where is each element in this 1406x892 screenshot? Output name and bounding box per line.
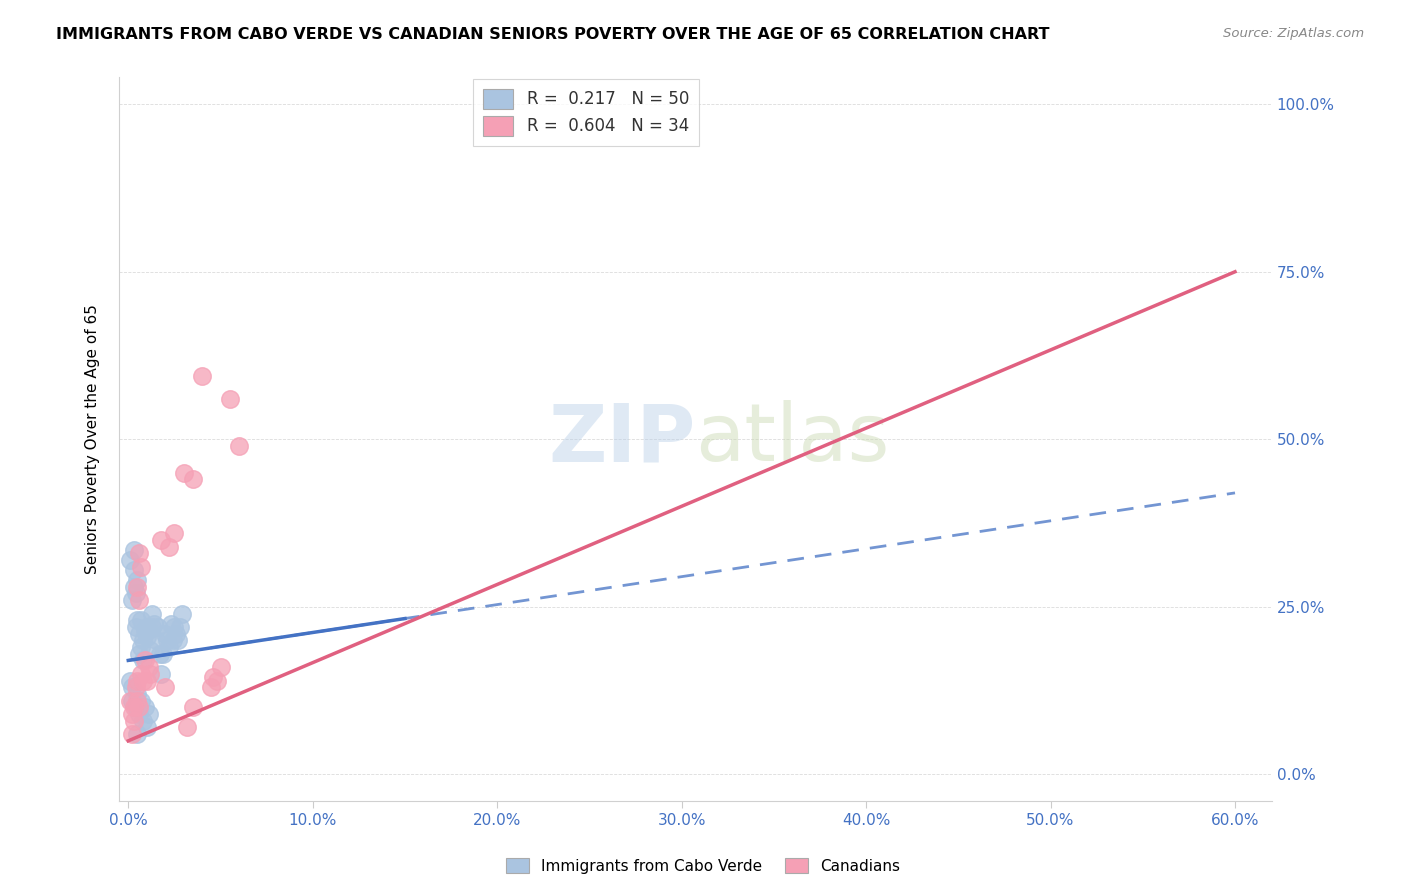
Point — [121, 706, 143, 721]
Point — [181, 473, 204, 487]
Point — [124, 620, 146, 634]
Point — [138, 706, 160, 721]
Point — [121, 593, 143, 607]
Point — [143, 616, 166, 631]
Point — [138, 624, 160, 638]
Point — [205, 673, 228, 688]
Point — [157, 640, 180, 654]
Point — [128, 546, 150, 560]
Point — [176, 720, 198, 734]
Point — [122, 700, 145, 714]
Point — [163, 620, 186, 634]
Point — [139, 666, 162, 681]
Point — [120, 693, 142, 707]
Point — [150, 666, 173, 681]
Point — [181, 700, 204, 714]
Point — [170, 607, 193, 621]
Point — [132, 714, 155, 728]
Point — [132, 673, 155, 688]
Point — [165, 626, 187, 640]
Point — [156, 633, 179, 648]
Legend: Immigrants from Cabo Verde, Canadians: Immigrants from Cabo Verde, Canadians — [499, 852, 907, 880]
Point — [162, 633, 184, 648]
Point — [129, 640, 152, 654]
Point — [129, 666, 152, 681]
Point — [129, 613, 152, 627]
Point — [128, 647, 150, 661]
Point — [128, 700, 150, 714]
Point — [127, 727, 149, 741]
Point — [163, 526, 186, 541]
Point — [135, 630, 157, 644]
Point — [129, 559, 152, 574]
Legend: R =  0.217   N = 50, R =  0.604   N = 34: R = 0.217 N = 50, R = 0.604 N = 34 — [474, 78, 699, 146]
Point — [127, 673, 149, 688]
Point — [153, 680, 176, 694]
Point — [138, 660, 160, 674]
Point — [202, 670, 225, 684]
Point — [139, 643, 162, 657]
Point — [124, 586, 146, 600]
Point — [169, 620, 191, 634]
Point — [141, 620, 163, 634]
Point — [209, 660, 232, 674]
Point — [159, 616, 181, 631]
Point — [200, 680, 222, 694]
Point — [152, 647, 174, 661]
Point — [124, 680, 146, 694]
Point — [218, 392, 240, 406]
Point — [120, 553, 142, 567]
Point — [122, 542, 145, 557]
Point — [122, 563, 145, 577]
Point — [127, 580, 149, 594]
Point — [153, 626, 176, 640]
Point — [121, 727, 143, 741]
Point — [173, 466, 195, 480]
Point — [122, 580, 145, 594]
Point — [157, 540, 180, 554]
Point — [146, 620, 169, 634]
Text: IMMIGRANTS FROM CABO VERDE VS CANADIAN SENIORS POVERTY OVER THE AGE OF 65 CORREL: IMMIGRANTS FROM CABO VERDE VS CANADIAN S… — [56, 27, 1050, 42]
Point — [135, 673, 157, 688]
Point — [122, 714, 145, 728]
Point — [121, 693, 143, 707]
Point — [127, 693, 149, 707]
Point — [228, 439, 250, 453]
Point — [128, 593, 150, 607]
Point — [128, 626, 150, 640]
Y-axis label: Seniors Poverty Over the Age of 65: Seniors Poverty Over the Age of 65 — [86, 304, 100, 574]
Point — [132, 653, 155, 667]
Point — [150, 533, 173, 547]
Point — [134, 653, 156, 667]
Point — [134, 624, 156, 638]
Point — [191, 368, 214, 383]
Text: atlas: atlas — [696, 401, 890, 478]
Point — [135, 620, 157, 634]
Point — [145, 633, 167, 648]
Point — [127, 613, 149, 627]
Text: ZIP: ZIP — [548, 401, 696, 478]
Point — [135, 720, 157, 734]
Point — [167, 633, 190, 648]
Point — [149, 647, 172, 661]
Point — [129, 693, 152, 707]
Point — [141, 607, 163, 621]
Point — [121, 680, 143, 694]
Point — [120, 673, 142, 688]
Point — [132, 633, 155, 648]
Text: Source: ZipAtlas.com: Source: ZipAtlas.com — [1223, 27, 1364, 40]
Point — [127, 687, 149, 701]
Point — [128, 706, 150, 721]
Point — [124, 700, 146, 714]
Point — [134, 700, 156, 714]
Point — [127, 573, 149, 587]
